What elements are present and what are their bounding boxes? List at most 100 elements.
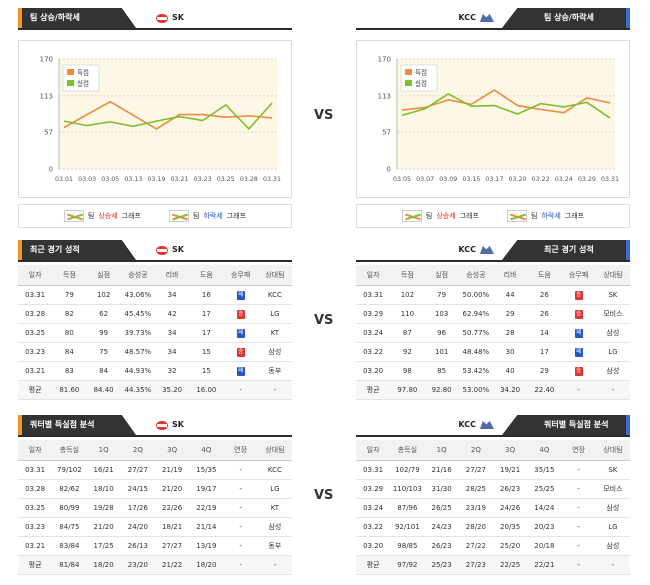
trend-graph-icon xyxy=(507,210,527,222)
table-cell: 82/62 xyxy=(52,479,87,499)
table-cell: 22/19 xyxy=(189,498,224,518)
table-cell: 62 xyxy=(86,304,121,324)
table-cell: 03.28 xyxy=(18,479,53,499)
column-header: 상대팀 xyxy=(257,265,292,286)
table-cell: 삼성 xyxy=(595,498,630,518)
column-header: 득점 xyxy=(390,265,425,286)
table-cell: 83/84 xyxy=(52,536,87,556)
column-header: 총득실 xyxy=(390,440,425,461)
sk-logo-icon xyxy=(156,245,168,255)
recent-header-left: 최근 경기 성적 SK xyxy=(18,240,292,262)
table-cell: 16/21 xyxy=(86,460,121,480)
column-header: 4Q xyxy=(189,440,224,461)
table-cell: 79 xyxy=(424,285,459,305)
table-cell: 23/19 xyxy=(458,498,493,518)
x-tick-label: 03.07 xyxy=(416,176,434,183)
table-cell: 35.20 xyxy=(155,379,190,400)
team-label-left: SK xyxy=(156,11,184,25)
table-cell: 동부 xyxy=(257,361,292,381)
table-cell: 99 xyxy=(86,323,121,343)
x-tick-label: 03.25 xyxy=(217,176,235,183)
table-cell: 20/18 xyxy=(527,536,562,556)
table-row: 03.31 79/102 16/21 27/27 21/19 15/35- KCC xyxy=(18,460,292,480)
uptrend-legend: 팀 상승세 그래프 xyxy=(401,210,479,222)
table-cell: 03.21 xyxy=(18,361,53,381)
kcc-logo-icon xyxy=(480,421,494,429)
legend-swatch xyxy=(405,80,412,86)
trend-title-right: 팀 상승/하락세 xyxy=(502,8,630,28)
table-cell: 81/84 xyxy=(52,554,87,575)
table-cell: SK xyxy=(595,285,630,305)
table-cell: 25/23 xyxy=(424,554,459,575)
table-row: 03.25 80/99 19/28 17/26 22/26 22/19- KT xyxy=(18,498,292,518)
column-header: 실점 xyxy=(86,265,121,286)
table-cell: 패 xyxy=(561,323,596,343)
column-header: 상대팀 xyxy=(595,440,630,461)
table-cell: 87/96 xyxy=(390,498,425,518)
table-cell: 모비스 xyxy=(595,304,630,324)
table-cell: 98/85 xyxy=(390,536,425,556)
table-cell: 32 xyxy=(155,361,190,381)
table-cell: 18/10 xyxy=(86,479,121,499)
win-badge: 승 xyxy=(236,347,245,357)
table-cell: 03.24 xyxy=(356,323,391,343)
table-cell: 79/102 xyxy=(52,460,87,480)
table-cell: 평균 xyxy=(356,554,391,575)
team-label-left: SK xyxy=(156,243,184,257)
table-cell: 27/27 xyxy=(155,536,190,556)
table-cell: 20/35 xyxy=(493,517,528,537)
table-cell: 92/101 xyxy=(390,517,425,537)
table-header-row: 일자 득점 실점 승성공 리바 도움 승무패 상대팀 xyxy=(356,265,630,286)
table-cell: 102 xyxy=(390,285,425,305)
team-name: KCC xyxy=(458,13,476,22)
win-badge: 승 xyxy=(574,309,583,319)
table-cell: 53.42% xyxy=(458,361,493,381)
table-cell: KT xyxy=(257,498,292,518)
column-header: 리바 xyxy=(493,265,528,286)
x-tick-label: 03.20 xyxy=(509,176,527,183)
trend-chart-svg-left: 0 57 113 170 03.01 03.03 03.05 03.13 03.19 03.21 0… xyxy=(40,56,281,184)
table-cell: 110/103 xyxy=(390,479,425,499)
footer-prefix: 팀 xyxy=(425,212,433,220)
table-cell: 26/23 xyxy=(424,536,459,556)
legend-swatch xyxy=(67,80,74,86)
table-cell: 03.31 xyxy=(18,460,53,480)
table-cell: 34 xyxy=(155,342,190,362)
win-badge: 승 xyxy=(574,366,583,376)
table-cell: 20/23 xyxy=(527,517,562,537)
table-cell: LG xyxy=(595,517,630,537)
table-cell: - xyxy=(257,379,292,400)
table-cell: 23/20 xyxy=(120,554,155,575)
table-cell: 17/26 xyxy=(120,498,155,518)
y-tick-label: 0 xyxy=(387,166,391,174)
table-header-row: 일자 득점 실점 승성공 리바 도움 승무패 상대팀 xyxy=(18,265,292,286)
table-cell: 75 xyxy=(86,342,121,362)
table-cell: 84.40 xyxy=(86,379,121,400)
table-cell: - xyxy=(561,517,596,537)
table-cell: 18/21 xyxy=(155,517,190,537)
loss-badge: 패 xyxy=(574,347,583,357)
series-line-loss xyxy=(401,92,611,119)
table-cell: 27/27 xyxy=(120,460,155,480)
table-cell: 26 xyxy=(527,285,562,305)
series-line-loss xyxy=(63,102,273,131)
table-cell: 18/20 xyxy=(86,554,121,575)
trend-graph-icon xyxy=(401,210,422,222)
footer-suffix: 그래프 xyxy=(459,212,479,220)
table-cell: 03.23 xyxy=(18,517,53,537)
table-cell: KT xyxy=(257,323,292,343)
table-cell: - xyxy=(223,498,258,518)
table-cell: 50.77% xyxy=(458,323,493,343)
column-header: 도움 xyxy=(527,265,562,286)
recent-title-right: 최근 경기 성적 xyxy=(502,240,630,260)
average-row: 평균 97/92 25/23 27/23 22/25 22/21- - xyxy=(356,554,630,575)
table-cell: 82 xyxy=(52,304,87,324)
trend-footer-left: 팀 상승세 그래프 팀 하락세 그래프 xyxy=(18,204,292,228)
column-header: 승성공 xyxy=(458,265,493,286)
footer-prefix: 팀 xyxy=(87,212,95,220)
table-cell: 19/21 xyxy=(493,460,528,480)
table-cell: LG xyxy=(257,479,292,499)
vs-label-recent: VS xyxy=(314,313,334,328)
column-header: 실점 xyxy=(424,265,459,286)
table-cell: 80 xyxy=(52,323,87,343)
